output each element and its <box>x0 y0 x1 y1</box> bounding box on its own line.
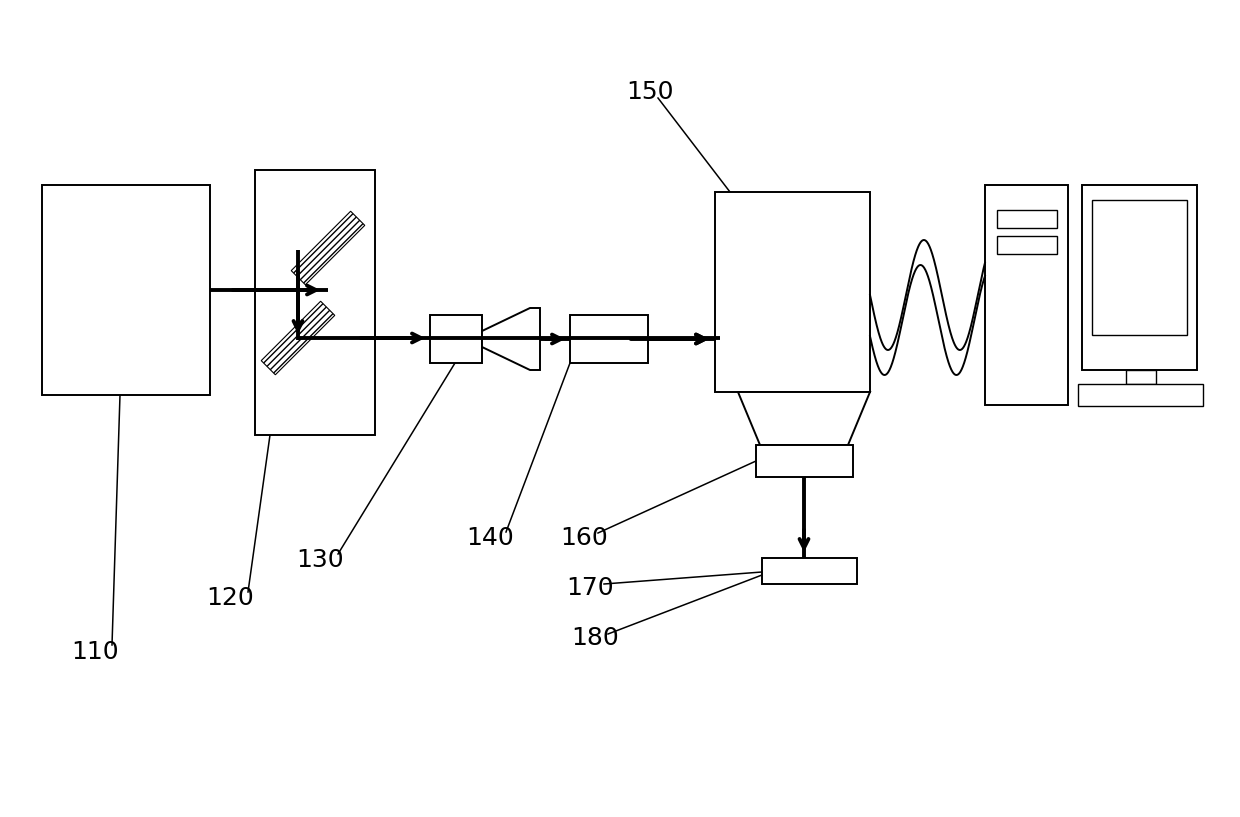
Bar <box>997 210 1056 228</box>
Bar <box>430 315 482 363</box>
Polygon shape <box>291 212 365 285</box>
Text: 120: 120 <box>206 586 254 610</box>
Bar <box>42 185 210 395</box>
Bar <box>756 445 853 477</box>
Bar <box>1078 384 1203 406</box>
Text: 140: 140 <box>466 526 513 550</box>
Bar <box>715 192 870 392</box>
Bar <box>255 170 374 435</box>
Text: 160: 160 <box>560 526 608 550</box>
Text: 110: 110 <box>71 640 119 664</box>
Text: 170: 170 <box>567 576 614 600</box>
Bar <box>997 236 1056 254</box>
Polygon shape <box>482 308 539 370</box>
Polygon shape <box>262 301 335 375</box>
Bar <box>1092 200 1187 335</box>
Bar <box>570 315 649 363</box>
Bar <box>985 185 1068 405</box>
Text: 180: 180 <box>572 626 619 650</box>
Bar <box>1126 370 1156 384</box>
Polygon shape <box>738 392 870 445</box>
Bar <box>1083 185 1197 370</box>
Bar <box>763 558 857 584</box>
Text: 150: 150 <box>626 80 673 104</box>
Text: 130: 130 <box>296 548 343 572</box>
